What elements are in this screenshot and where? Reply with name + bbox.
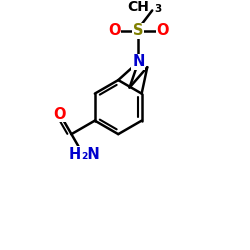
Text: O: O (108, 24, 120, 38)
Text: H: H (69, 146, 81, 162)
Text: O: O (156, 24, 169, 38)
Text: 3: 3 (154, 4, 162, 15)
Text: ₂N: ₂N (81, 146, 100, 162)
Text: N: N (132, 54, 144, 70)
Text: CH: CH (128, 0, 149, 14)
Text: O: O (54, 107, 66, 122)
Text: S: S (133, 24, 143, 38)
